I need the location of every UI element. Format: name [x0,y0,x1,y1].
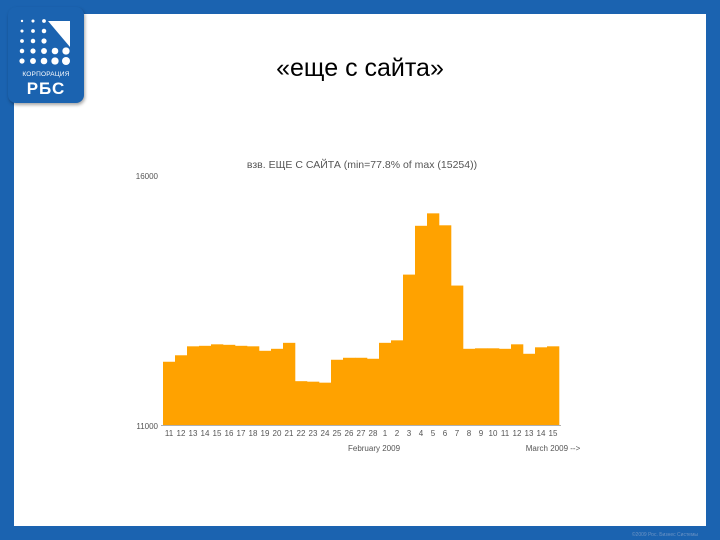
bar-3 [403,274,416,425]
x-tick-label: 11 [165,429,174,438]
chart-labels: 11 12 13 14 15 16 17 18 19 20 21 22 23 24 25 26 27 28 1 2 3 4… [136,172,581,453]
bar-11 [499,348,512,425]
bar-23 [307,381,320,425]
bar-17 [235,345,248,425]
slide-title: «еще с сайта» [276,54,444,82]
x-tick-label: 4 [419,429,424,438]
month-label-february: February 2009 [348,444,401,453]
y-tick-label-bottom: 11000 [136,422,158,431]
bar-7 [451,285,464,425]
bar-20 [271,348,284,425]
x-tick-label: 13 [525,429,534,438]
x-tick-label: 2 [395,429,400,438]
bar-19 [259,350,272,425]
x-tick-label: 11 [501,429,510,438]
logo-company-label: КОРПОРАЦИЯ [22,71,70,78]
x-tick-label: 8 [467,429,472,438]
bar-15 [547,346,560,425]
bar-13 [187,346,200,425]
chart-bars [163,213,560,425]
bar-18 [247,346,260,425]
bar-10 [487,348,500,425]
x-tick-label: 7 [455,429,460,438]
bar-8 [463,348,476,425]
footer-copyright: ©2009 Рос. Бизнес Системы [631,532,698,538]
x-tick-label: 9 [479,429,484,438]
x-tick-label: 25 [333,429,342,438]
x-tick-label: 28 [369,429,378,438]
x-tick-label: 26 [345,429,354,438]
x-tick-label: 3 [407,429,412,438]
x-tick-label: 6 [443,429,448,438]
x-tick-label: 14 [537,429,546,438]
bar-12 [175,355,188,425]
bar-15 [211,344,224,425]
x-tick-label: 15 [213,429,222,438]
x-tick-label: 13 [189,429,198,438]
bar-14 [535,347,548,425]
bar-26 [343,357,356,425]
bar-2 [391,340,404,425]
bar-11 [163,361,176,425]
bar-24 [319,382,332,425]
x-tick-label: 20 [273,429,282,438]
slide-background [14,14,706,526]
bar-1 [379,342,392,425]
x-tick-label: 10 [489,429,498,438]
bar-5 [427,213,440,425]
x-tick-label: 21 [285,429,294,438]
x-tick-label: 22 [297,429,306,438]
x-tick-label: 12 [513,429,522,438]
y-tick-label-top: 16000 [136,172,159,181]
x-tick-label: 24 [321,429,330,438]
logo-dots-icon [19,19,70,65]
x-tick-label: 18 [249,429,258,438]
x-tick-label: 14 [201,429,210,438]
x-tick-label: 27 [357,429,366,438]
x-tick-label: 17 [237,429,246,438]
x-tick-label: 15 [549,429,558,438]
x-tick-label: 23 [309,429,318,438]
x-tick-label: 1 [383,429,388,438]
x-tick-label: 12 [177,429,186,438]
bar-21 [283,342,296,425]
bar-9 [475,348,488,425]
bar-25 [331,359,344,425]
bar-16 [223,344,236,425]
x-tick-label: 5 [431,429,436,438]
chart-title: взв. ЕЩЕ С САЙТА (min=77.8% of max (1525… [247,158,477,171]
bar-28 [367,358,380,425]
logo-brand-label: РБС [26,79,66,98]
bar-13 [523,353,536,425]
month-label-march: March 2009 --> [526,444,581,453]
bar-22 [295,381,308,425]
x-tick-label: 16 [225,429,234,438]
bar-6 [439,225,452,425]
rbs-logo: КОРПОРАЦИЯ РБС [8,7,84,103]
bar-12 [511,344,524,425]
x-tick-label: 19 [261,429,270,438]
bar-4 [415,225,428,425]
bar-14 [199,345,212,425]
bar-27 [355,357,368,425]
